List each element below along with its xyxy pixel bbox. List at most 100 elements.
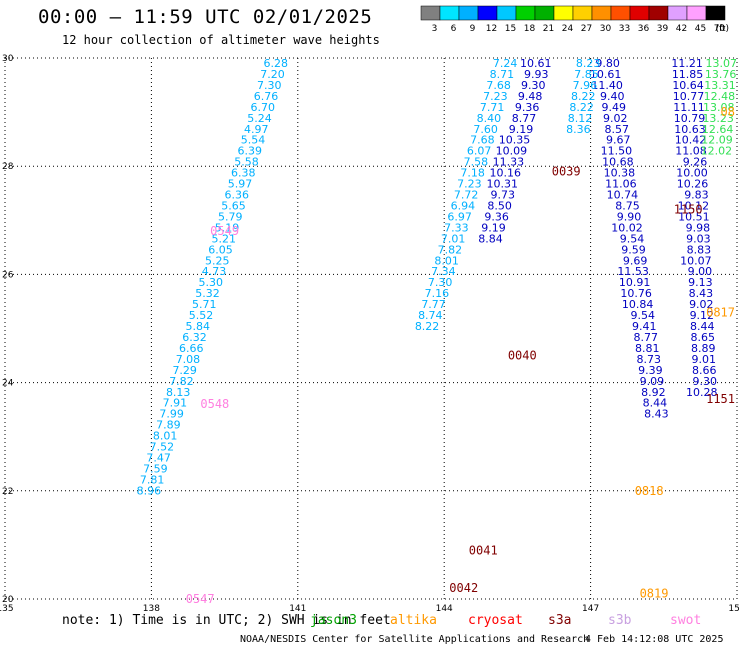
swh-value: 5.52 (189, 309, 214, 322)
swh-value: 13.31 (704, 79, 736, 92)
swh-value: 9.36 (484, 210, 509, 223)
swh-value: 9.30 (521, 79, 546, 92)
swh-value: 9.93 (524, 68, 549, 81)
swh-value: 4.97 (244, 123, 269, 136)
pass-time-label: 0548 (200, 397, 229, 411)
swh-value: 7.18 (460, 167, 485, 180)
scale-tick-label: 21 (543, 24, 554, 34)
swh-value: 8.77 (512, 112, 537, 125)
satellite-legend-swot: swot (670, 613, 702, 628)
swh-value: 6.94 (451, 199, 476, 212)
swh-value: 9.01 (692, 353, 717, 366)
scale-tick-label: 24 (562, 24, 574, 34)
swh-value: 6.07 (467, 145, 492, 158)
swh-value: 10.77 (673, 90, 705, 103)
swh-value: 7.08 (176, 353, 201, 366)
y-tick-label: 20 (2, 595, 14, 605)
swh-value: 10.79 (674, 112, 706, 125)
swh-value: 8.57 (605, 123, 630, 136)
swh-value: 9.13 (688, 276, 713, 289)
swh-value: 7.82 (438, 243, 463, 256)
swh-value: 9.36 (515, 101, 540, 114)
swh-value: 9.67 (606, 134, 631, 147)
swh-value: 6.70 (251, 101, 276, 114)
y-tick-label: 30 (2, 54, 14, 64)
swh-value: 12.64 (702, 123, 734, 136)
swh-value: 8.43 (644, 408, 669, 421)
swh-value: 9.69 (623, 254, 648, 267)
swh-value: 7.30 (257, 79, 282, 92)
x-tick-label: 144 (436, 604, 453, 614)
scale-tick-label: 12 (486, 24, 497, 34)
swh-value: 8.36 (566, 123, 591, 136)
swh-value: 10.74 (607, 189, 639, 202)
swh-value: 10.61 (590, 68, 622, 81)
footnote: note: 1) Time is in UTC; 2) SWH is in fe… (62, 613, 391, 628)
swh-value: 9.30 (692, 375, 717, 388)
swh-value: 11.08 (675, 145, 707, 158)
swh-value: 7.59 (143, 462, 168, 475)
swh-value: 8.22 (571, 90, 596, 103)
swh-value: 9.54 (620, 232, 645, 245)
swh-value: 11.33 (493, 156, 525, 169)
swh-value: 8.71 (490, 68, 515, 81)
x-tick-label: 147 (582, 604, 599, 614)
swh-value: 7.99 (159, 408, 184, 421)
swh-value: 10.26 (677, 178, 709, 191)
scale-tick-label: 36 (638, 24, 650, 34)
scale-tick-label: 3 (432, 24, 438, 34)
swh-value: 9.54 (630, 309, 655, 322)
swh-value: 7.71 (480, 101, 505, 114)
wave-height-plot: 1351381411441471502022242628306.287.207.… (0, 54, 740, 614)
swh-value: 6.32 (182, 331, 207, 344)
timestamp: 4 Feb 14:12:08 UTC 2025 (585, 634, 724, 645)
swh-value: 10.63 (674, 123, 706, 136)
swh-value: 7.81 (140, 473, 165, 486)
page-title: 00:00 — 11:59 UTC 02/01/2025 (38, 6, 373, 28)
swh-value: 9.90 (617, 210, 642, 223)
scale-swatch (705, 5, 726, 21)
swh-value: 12.48 (704, 90, 736, 103)
swh-value: 12.02 (701, 145, 733, 158)
swh-value: 6.38 (231, 167, 256, 180)
swh-value: 9.73 (490, 189, 515, 202)
scale-unit-label: (ft) (715, 24, 729, 34)
swh-value: 9.12 (690, 309, 715, 322)
pass-time-label: 0039 (552, 165, 581, 179)
swh-value: 8.50 (487, 199, 512, 212)
swh-value: 9.40 (600, 90, 625, 103)
swh-value: 11.21 (671, 57, 703, 70)
scale-tick-label: 30 (600, 24, 612, 34)
swh-value: 8.83 (687, 243, 712, 256)
swh-value: 7.30 (428, 276, 453, 289)
swh-value: 6.66 (179, 342, 204, 355)
swh-value: 5.30 (198, 276, 223, 289)
y-tick-label: 26 (2, 270, 14, 280)
pass-time-label: 0042 (449, 581, 478, 595)
swh-value: 10.16 (490, 167, 522, 180)
swh-value: 7.68 (486, 79, 511, 92)
swh-value: 11.50 (601, 145, 633, 158)
swh-value: 8.23 (576, 57, 601, 70)
swh-value: 8.01 (153, 430, 178, 443)
pass-time-label: 0549 (210, 224, 239, 238)
swh-value: 8.89 (691, 342, 716, 355)
swh-value: 7.91 (163, 397, 188, 410)
swh-value: 13.23 (702, 112, 734, 125)
swh-value: 13.07 (706, 57, 738, 70)
swh-value: 9.02 (603, 112, 628, 125)
pass-time-label: 08 (721, 105, 735, 119)
swh-value: 11.11 (673, 101, 705, 114)
scale-tick-label: 27 (581, 24, 592, 34)
swh-value: 8.13 (166, 386, 191, 399)
swh-value: 8.96 (137, 484, 162, 497)
page-subtitle: 12 hour collection of altimeter wave hei… (62, 33, 380, 47)
swh-value: 7.23 (457, 178, 482, 191)
swh-value: 8.40 (477, 112, 502, 125)
scale-tick-label: 6 (451, 24, 457, 34)
swh-value: 9.19 (509, 123, 534, 136)
swh-value: 8.44 (643, 397, 668, 410)
swh-value: 9.26 (683, 156, 708, 169)
swh-value: 9.59 (621, 243, 646, 256)
swh-value: 6.76 (254, 90, 279, 103)
